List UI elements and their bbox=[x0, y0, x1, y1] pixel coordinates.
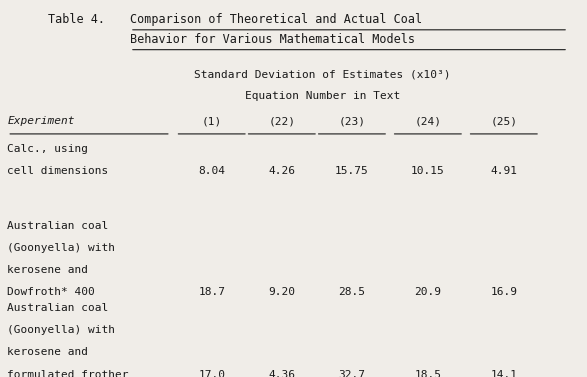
Text: kerosene and: kerosene and bbox=[7, 347, 88, 357]
Text: Behavior for Various Mathematical Models: Behavior for Various Mathematical Models bbox=[130, 33, 415, 46]
Text: Table 4.: Table 4. bbox=[48, 13, 105, 26]
Text: 15.75: 15.75 bbox=[335, 166, 369, 176]
Text: 20.9: 20.9 bbox=[414, 287, 441, 297]
Text: Dowfroth* 400: Dowfroth* 400 bbox=[7, 287, 95, 297]
Text: Comparison of Theoretical and Actual Coal: Comparison of Theoretical and Actual Coa… bbox=[130, 13, 422, 26]
Text: 18.7: 18.7 bbox=[198, 287, 225, 297]
Text: (1): (1) bbox=[201, 116, 222, 126]
Text: Australian coal: Australian coal bbox=[7, 221, 109, 231]
Text: 4.26: 4.26 bbox=[268, 166, 295, 176]
Text: Australian coal: Australian coal bbox=[7, 303, 109, 313]
Text: kerosene and: kerosene and bbox=[7, 265, 88, 275]
Text: 17.0: 17.0 bbox=[198, 369, 225, 377]
Text: 28.5: 28.5 bbox=[339, 287, 366, 297]
Text: (Goonyella) with: (Goonyella) with bbox=[7, 325, 115, 335]
Text: 9.20: 9.20 bbox=[268, 287, 295, 297]
Text: cell dimensions: cell dimensions bbox=[7, 166, 109, 176]
Text: (24): (24) bbox=[414, 116, 441, 126]
Text: 8.04: 8.04 bbox=[198, 166, 225, 176]
Text: (22): (22) bbox=[268, 116, 295, 126]
Text: 4.91: 4.91 bbox=[490, 166, 517, 176]
Text: Experiment: Experiment bbox=[7, 116, 75, 126]
Text: Standard Deviation of Estimates (x10³): Standard Deviation of Estimates (x10³) bbox=[194, 70, 451, 80]
Text: 32.7: 32.7 bbox=[339, 369, 366, 377]
Text: Equation Number in Text: Equation Number in Text bbox=[245, 92, 400, 101]
Text: 16.9: 16.9 bbox=[490, 287, 517, 297]
Text: 4.36: 4.36 bbox=[268, 369, 295, 377]
Text: 14.1: 14.1 bbox=[490, 369, 517, 377]
Text: (23): (23) bbox=[339, 116, 366, 126]
Text: (25): (25) bbox=[490, 116, 517, 126]
Text: 10.15: 10.15 bbox=[411, 166, 445, 176]
Text: formulated frother: formulated frother bbox=[7, 369, 129, 377]
Text: Calc., using: Calc., using bbox=[7, 144, 88, 153]
Text: (Goonyella) with: (Goonyella) with bbox=[7, 243, 115, 253]
Text: 18.5: 18.5 bbox=[414, 369, 441, 377]
